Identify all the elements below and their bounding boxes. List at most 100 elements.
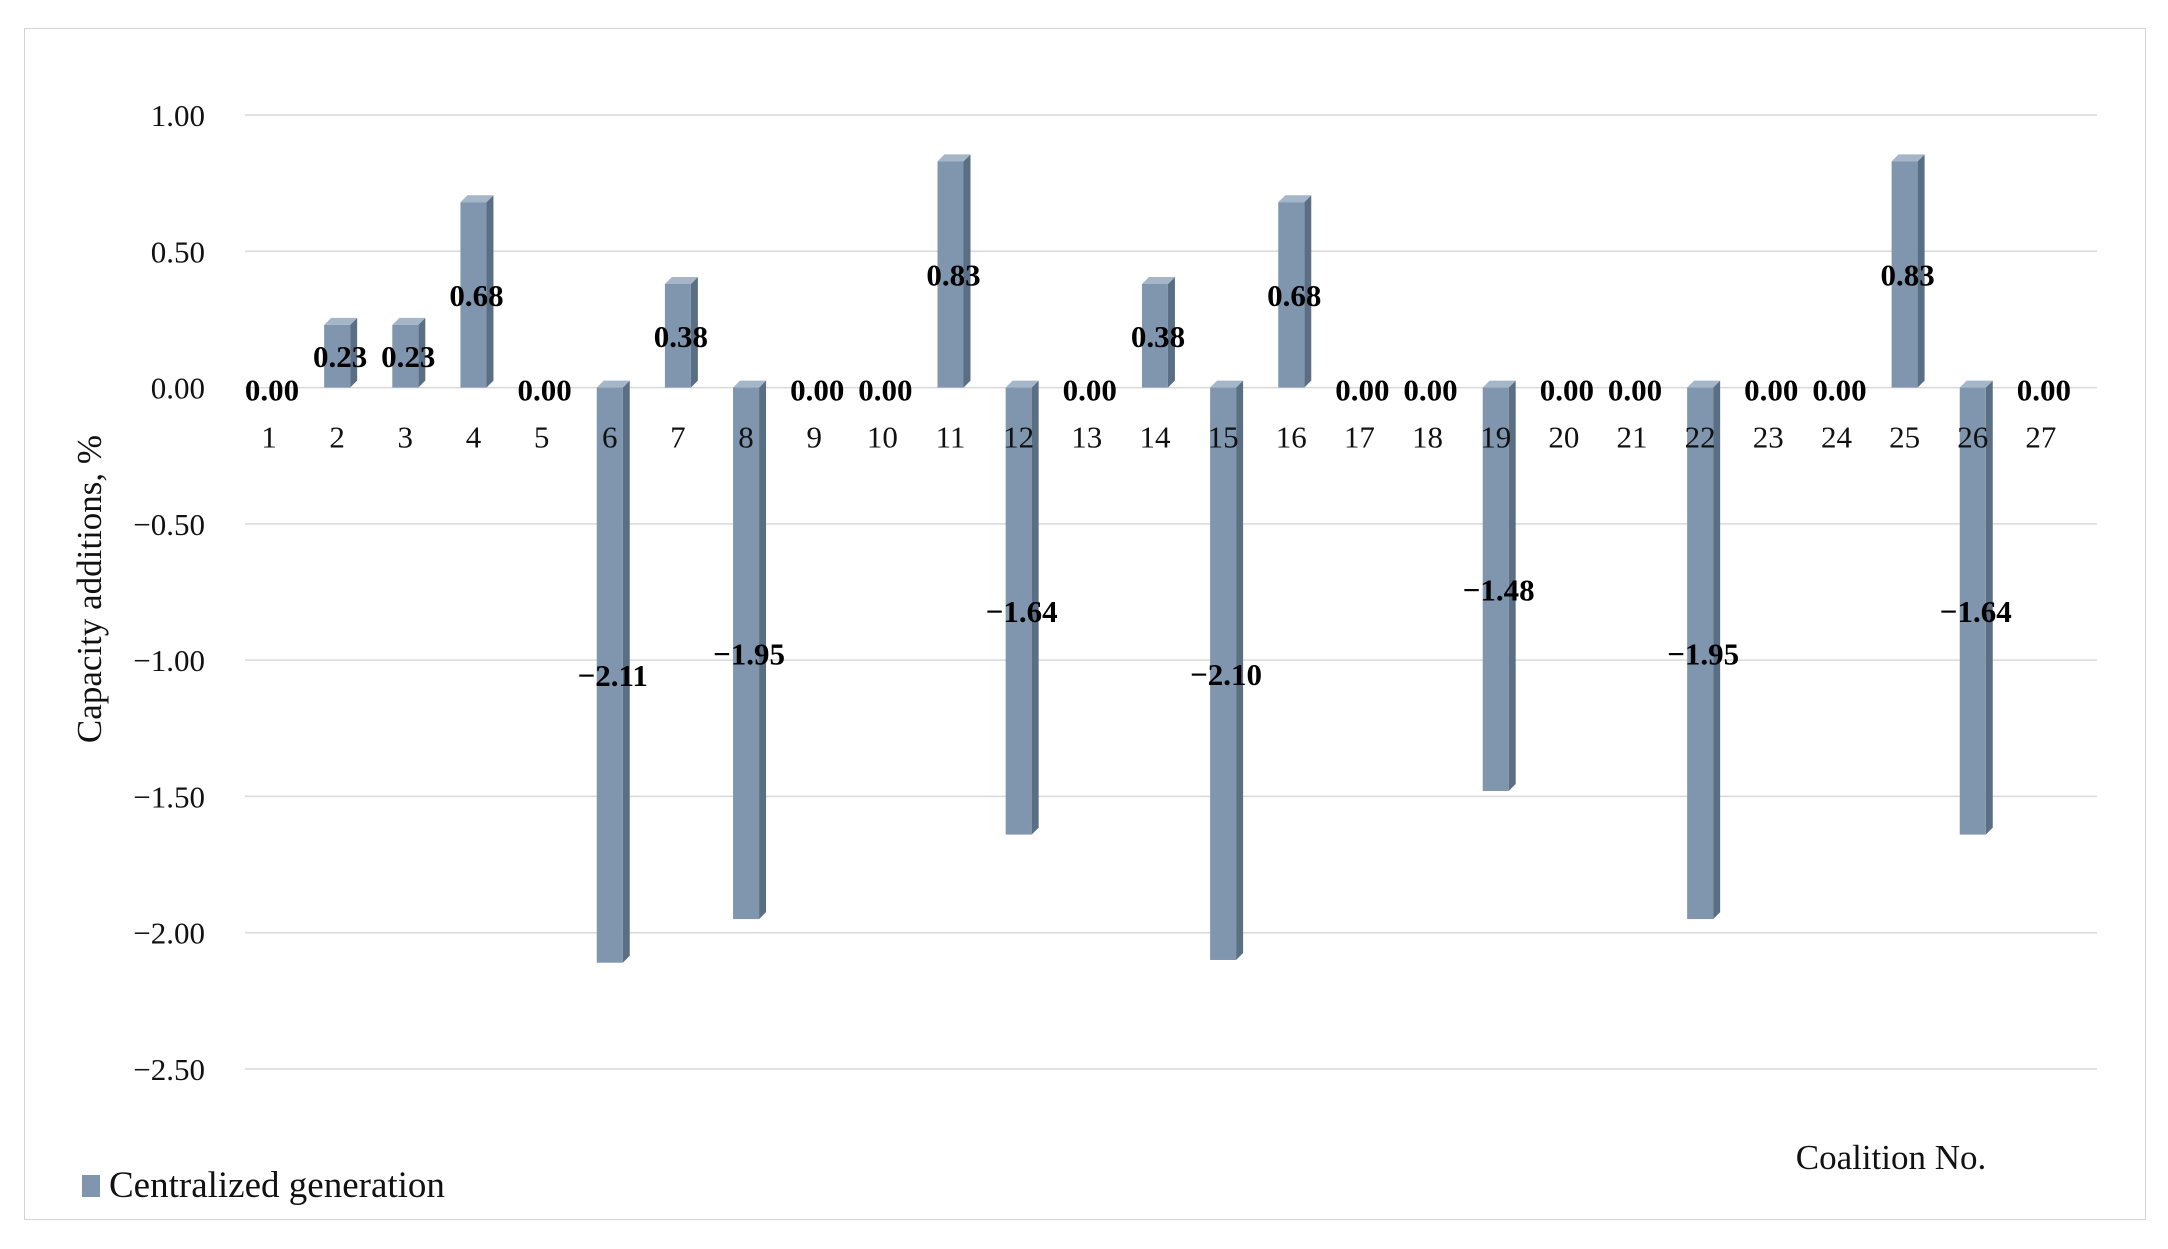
x-category-label: 11 bbox=[936, 420, 966, 455]
x-category-label: 2 bbox=[329, 420, 345, 455]
x-category-label: 19 bbox=[1480, 420, 1511, 455]
bar-top bbox=[460, 195, 494, 203]
y-tick-label: 0.00 bbox=[151, 371, 205, 406]
bar-side bbox=[759, 380, 767, 920]
bar bbox=[1959, 380, 1993, 835]
y-tick-label: −0.50 bbox=[133, 507, 205, 542]
x-category-label: 17 bbox=[1344, 420, 1375, 455]
data-label: 0.38 bbox=[1131, 319, 1185, 354]
bar-top bbox=[937, 154, 971, 162]
data-label: 0.00 bbox=[1063, 373, 1117, 408]
bar bbox=[1482, 380, 1516, 791]
data-label: −2.10 bbox=[1190, 657, 1262, 692]
x-category-label: 21 bbox=[1617, 420, 1648, 455]
data-label: −1.48 bbox=[1463, 572, 1535, 607]
bar-top bbox=[1891, 154, 1925, 162]
y-tick-label: −1.50 bbox=[133, 779, 205, 814]
bar-side bbox=[1167, 276, 1175, 388]
bar bbox=[324, 317, 358, 388]
bar-front bbox=[460, 202, 487, 388]
bar-side bbox=[486, 195, 494, 388]
bar-front bbox=[1891, 161, 1918, 388]
x-category-label: 13 bbox=[1071, 420, 1102, 455]
bar-side bbox=[622, 380, 630, 963]
x-category-label: 16 bbox=[1276, 420, 1307, 455]
x-category-label: 3 bbox=[398, 420, 414, 455]
bar-side bbox=[1917, 154, 1925, 388]
bar-side bbox=[1304, 195, 1312, 388]
bar-side bbox=[1031, 380, 1039, 835]
gridlines bbox=[245, 114, 2097, 1070]
bar bbox=[1141, 276, 1175, 388]
legend-swatch bbox=[82, 1175, 100, 1197]
x-category-label: 8 bbox=[738, 420, 754, 455]
bar-side bbox=[1236, 380, 1244, 960]
legend-label: Centralized generation bbox=[109, 1165, 445, 1206]
bar bbox=[392, 317, 426, 388]
data-label: −1.95 bbox=[713, 636, 785, 671]
bar-top bbox=[1959, 380, 1993, 388]
bar-top bbox=[664, 276, 698, 284]
x-category-label: 26 bbox=[1957, 420, 1988, 455]
data-label: −1.64 bbox=[986, 594, 1058, 629]
bar-side bbox=[350, 317, 358, 388]
data-label: 0.00 bbox=[1335, 373, 1389, 408]
bar-front bbox=[1210, 387, 1237, 960]
y-tick-label: −2.50 bbox=[133, 1052, 205, 1087]
x-category-label: 9 bbox=[806, 420, 822, 455]
bar bbox=[1005, 380, 1039, 835]
bar-front bbox=[1278, 202, 1305, 388]
y-tick-label: 1.00 bbox=[151, 98, 205, 133]
y-axis-title: Capacity additions, % bbox=[70, 435, 109, 743]
bar-top bbox=[596, 380, 630, 388]
bar-front bbox=[1482, 387, 1509, 791]
x-axis-category-labels: 1 2 3 4 5 6 7 8 9 10 11 12 13 14 15 16 17 18 19 20 21 22 23 24 2… bbox=[261, 420, 2056, 455]
data-label: 0.68 bbox=[1267, 278, 1321, 313]
data-label: 0.00 bbox=[1608, 373, 1662, 408]
data-label: 0.00 bbox=[790, 373, 844, 408]
y-tick-label: 0.50 bbox=[151, 234, 205, 269]
data-label: 0.68 bbox=[449, 278, 503, 313]
data-label: 0.00 bbox=[517, 373, 571, 408]
bar bbox=[1891, 154, 1925, 388]
x-category-label: 22 bbox=[1685, 420, 1716, 455]
bar-front bbox=[1141, 283, 1168, 388]
x-category-label: 27 bbox=[2025, 420, 2056, 455]
x-category-label: 4 bbox=[466, 420, 482, 455]
bar-front bbox=[392, 324, 419, 388]
data-label: 0.83 bbox=[926, 257, 980, 292]
y-tick-label: −1.00 bbox=[133, 643, 205, 678]
bars bbox=[324, 154, 1993, 963]
bar-side bbox=[1508, 380, 1516, 791]
bar-side bbox=[963, 154, 971, 388]
bar-top bbox=[392, 317, 426, 325]
bar-top bbox=[1278, 195, 1312, 203]
data-label: 0.00 bbox=[858, 373, 912, 408]
data-label: 0.23 bbox=[381, 339, 435, 374]
x-category-label: 23 bbox=[1753, 420, 1784, 455]
data-label: 0.00 bbox=[1812, 373, 1866, 408]
x-category-label: 5 bbox=[534, 420, 550, 455]
x-category-label: 12 bbox=[1003, 420, 1034, 455]
x-category-label: 24 bbox=[1821, 420, 1853, 455]
data-label: 0.00 bbox=[1540, 373, 1594, 408]
x-axis-title: Coalition No. bbox=[1796, 1138, 1987, 1177]
bar-front bbox=[733, 387, 760, 920]
x-category-label: 10 bbox=[867, 420, 898, 455]
bar-front bbox=[1687, 387, 1714, 920]
data-label: 0.00 bbox=[1744, 373, 1798, 408]
bar-front bbox=[664, 283, 691, 388]
bar-top bbox=[733, 380, 767, 388]
x-category-label: 18 bbox=[1412, 420, 1443, 455]
x-category-label: 7 bbox=[670, 420, 686, 455]
bar-front bbox=[937, 161, 964, 388]
bar-front bbox=[1959, 387, 1986, 835]
x-category-label: 1 bbox=[261, 420, 277, 455]
bar bbox=[1687, 380, 1721, 920]
x-category-label: 15 bbox=[1208, 420, 1239, 455]
x-category-label: 20 bbox=[1548, 420, 1579, 455]
data-label: 0.23 bbox=[313, 339, 367, 374]
bar-top bbox=[324, 317, 358, 325]
